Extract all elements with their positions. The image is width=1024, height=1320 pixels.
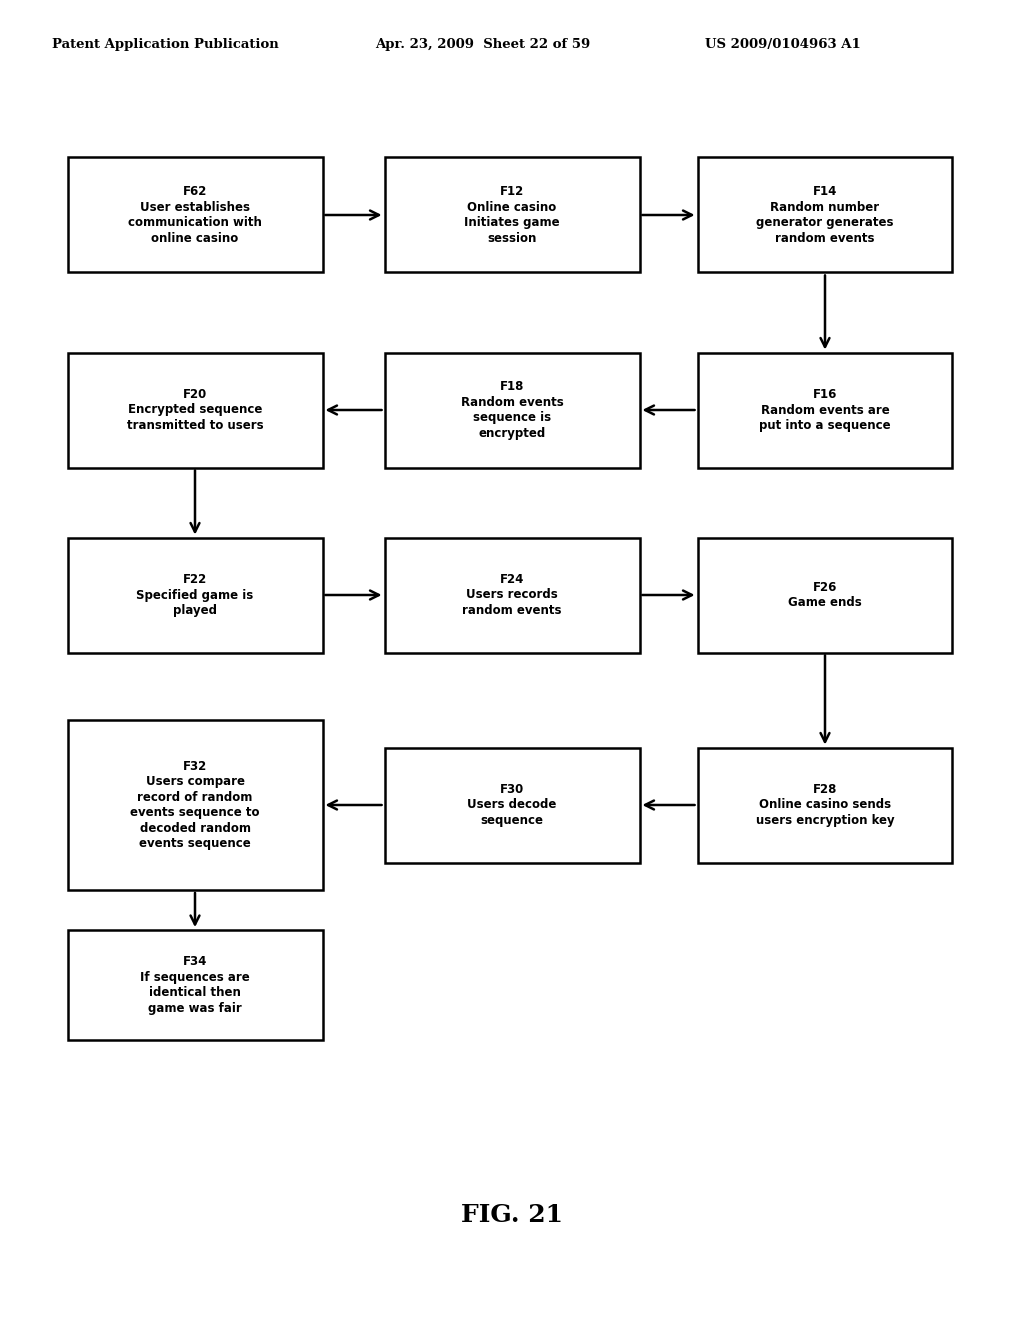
Bar [697, 747, 952, 862]
Bar [384, 537, 640, 652]
Text: FIG. 21: FIG. 21 [461, 1203, 563, 1228]
Bar [384, 352, 640, 467]
Bar [68, 931, 323, 1040]
Bar [697, 352, 952, 467]
Bar [68, 352, 323, 467]
Text: F16
Random events are
put into a sequence: F16 Random events are put into a sequenc… [759, 388, 891, 432]
Text: F22
Specified game is
played: F22 Specified game is played [136, 573, 254, 616]
Text: Apr. 23, 2009  Sheet 22 of 59: Apr. 23, 2009 Sheet 22 of 59 [375, 38, 590, 51]
Text: Patent Application Publication: Patent Application Publication [52, 38, 279, 51]
Bar [697, 157, 952, 272]
Text: F34
If sequences are
identical then
game was fair: F34 If sequences are identical then game… [140, 956, 250, 1015]
Text: F32
Users compare
record of random
events sequence to
decoded random
events sequ: F32 Users compare record of random event… [130, 760, 260, 850]
Bar [697, 537, 952, 652]
Text: F62
User establishes
communication with
online casino: F62 User establishes communication with … [128, 185, 262, 244]
Text: F28
Online casino sends
users encryption key: F28 Online casino sends users encryption… [756, 783, 894, 828]
Text: F12
Online casino
Initiates game
session: F12 Online casino Initiates game session [464, 185, 560, 244]
Text: F18
Random events
sequence is
encrypted: F18 Random events sequence is encrypted [461, 380, 563, 440]
Bar [68, 157, 323, 272]
Bar [68, 719, 323, 890]
Text: F26
Game ends: F26 Game ends [788, 581, 862, 610]
Text: F24
Users records
random events: F24 Users records random events [462, 573, 562, 616]
Bar [384, 747, 640, 862]
Bar [384, 157, 640, 272]
Text: F14
Random number
generator generates
random events: F14 Random number generator generates ra… [757, 185, 894, 244]
Text: F30
Users decode
sequence: F30 Users decode sequence [467, 783, 557, 828]
Text: US 2009/0104963 A1: US 2009/0104963 A1 [705, 38, 861, 51]
Bar [68, 537, 323, 652]
Text: F20
Encrypted sequence
transmitted to users: F20 Encrypted sequence transmitted to us… [127, 388, 263, 432]
